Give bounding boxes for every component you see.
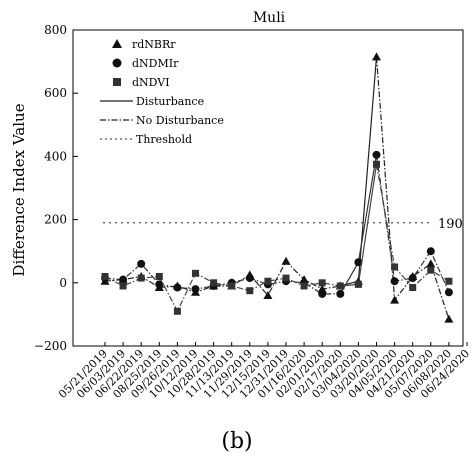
y-tick-label: 400	[44, 149, 67, 163]
series-dNDMIr	[101, 150, 453, 298]
data-point-dNDVI	[246, 287, 254, 295]
y-tick-label: 200	[44, 213, 67, 227]
legend-triangle-marker	[112, 39, 122, 48]
y-axis-label: Difference Index Value	[10, 103, 28, 276]
data-point-rdNBRr	[426, 259, 436, 268]
data-point-dNDMIr	[173, 283, 182, 292]
legend-item-disturbance: Disturbance	[100, 95, 204, 108]
data-point-rdNBRr	[281, 256, 291, 265]
data-point-dNDMIr	[444, 288, 453, 297]
y-tick-label: 600	[44, 86, 67, 100]
axes: −200020040060080005/21/201906/03/201906/…	[34, 23, 472, 401]
legend-label: Threshold	[136, 133, 192, 146]
data-point-dNDVI	[101, 272, 109, 280]
y-tick-label: 0	[59, 276, 67, 290]
data-point-rdNBRr	[444, 314, 454, 323]
chart-title: Muli	[253, 10, 286, 26]
legend-label: Disturbance	[136, 95, 204, 108]
data-point-dNDMIr	[408, 274, 417, 283]
data-point-dNDMIr	[354, 258, 363, 267]
threshold-value-label: 190	[438, 217, 463, 232]
series-line-rdNBRr-disturbance	[340, 56, 378, 287]
legend-label: dNDVI	[132, 76, 170, 89]
data-point-dNDVI	[173, 307, 181, 315]
data-point-dNDVI	[119, 282, 127, 290]
data-point-dNDMIr	[336, 289, 345, 298]
series-layer	[100, 52, 454, 323]
legend-item-threshold: Threshold	[100, 133, 192, 146]
data-point-rdNBRr	[372, 52, 381, 61]
data-point-dNDMIr	[426, 247, 435, 256]
data-point-dNDVI	[373, 160, 380, 168]
legend-item-dNDMIr: dNDMIr	[112, 57, 179, 70]
legend-square-marker	[113, 78, 121, 86]
data-point-dNDVI	[228, 282, 236, 290]
data-point-dNDVI	[210, 279, 218, 287]
legend-item-dNDVI: dNDVI	[113, 76, 170, 89]
data-point-dNDVI	[336, 282, 344, 290]
figure-caption: (b)	[221, 429, 252, 454]
threshold-layer: 190	[103, 217, 463, 232]
data-point-dNDVI	[137, 274, 145, 282]
data-point-dNDMIr	[155, 280, 164, 289]
data-point-dNDVI	[264, 277, 272, 285]
series-line-dNDMIr-no-disturbance	[104, 263, 341, 295]
data-point-dNDVI	[300, 282, 308, 290]
data-point-dNDVI	[354, 280, 362, 288]
data-point-dNDVI	[318, 279, 326, 287]
data-point-dNDMIr	[318, 289, 327, 298]
data-point-dNDVI	[391, 263, 399, 271]
data-point-dNDVI	[445, 277, 453, 285]
legend-circle-marker	[112, 58, 122, 68]
legend-item-rdNBRr: rdNBRr	[112, 38, 176, 51]
data-point-dNDMIr	[191, 285, 200, 294]
data-point-dNDMIr	[390, 277, 399, 286]
series-line-dNDMIr-disturbance	[339, 154, 378, 295]
legend-item-no-disturbance: No Disturbance	[100, 114, 224, 127]
legend: rdNBRr dNDMIr dNDVI Disturbance No Disturban…	[100, 38, 224, 146]
data-point-dNDVI	[155, 272, 163, 280]
legend-label: No Disturbance	[136, 114, 224, 127]
data-point-rdNBRr	[390, 295, 400, 304]
series-rdNBRr	[100, 52, 454, 323]
data-point-dNDMIr	[119, 275, 128, 284]
series-dNDVI	[101, 160, 453, 315]
data-point-dNDVI	[192, 269, 199, 277]
data-point-rdNBRr	[263, 290, 273, 299]
data-point-dNDVI	[427, 266, 435, 274]
y-tick-label: −200	[34, 339, 67, 353]
data-point-dNDVI	[282, 274, 290, 282]
data-point-dNDVI	[409, 284, 417, 292]
data-point-dNDMIr	[137, 259, 146, 268]
data-point-dNDMIr	[372, 150, 381, 159]
legend-label: rdNBRr	[132, 38, 176, 51]
y-tick-label: 800	[44, 23, 67, 37]
data-point-dNDMIr	[245, 274, 254, 283]
legend-label: dNDMIr	[132, 57, 179, 70]
series-line-dNDVI-disturbance	[340, 164, 378, 287]
